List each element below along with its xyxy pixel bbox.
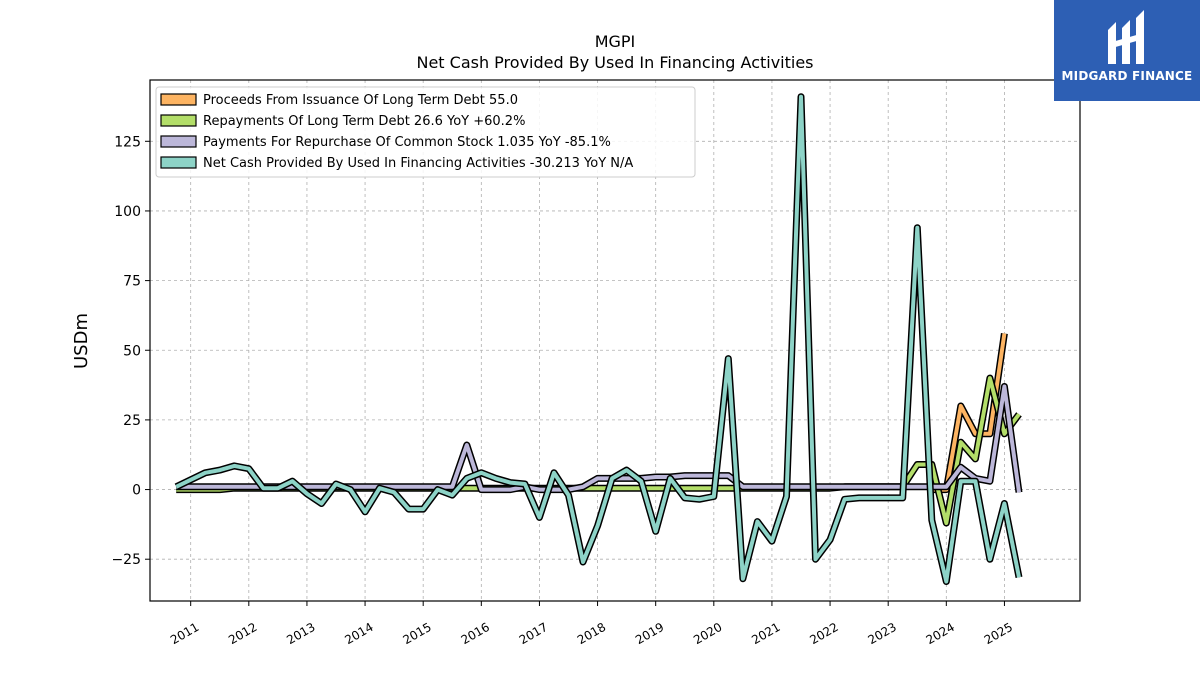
series-line	[176, 384, 1021, 493]
x-tick-label: 2025	[982, 620, 1015, 647]
y-tick-label: 100	[114, 204, 141, 220]
x-tick-label: 2023	[865, 620, 898, 647]
x-tick-label: 2011	[168, 620, 201, 647]
x-tick-label: 2013	[284, 620, 317, 647]
chart-title: MGPI	[595, 32, 636, 51]
brand-name: MIDGARD FINANCE	[1061, 69, 1193, 83]
legend-entry-label: Proceeds From Issuance Of Long Term Debt…	[203, 93, 518, 108]
y-axis: −25 0 25 50 75 100 125	[111, 134, 150, 568]
y-axis-label: USDm	[71, 313, 92, 369]
y-tick-label: 0	[132, 483, 141, 499]
x-tick-label: 2024	[924, 620, 957, 647]
y-tick-label: 25	[123, 413, 141, 429]
brand-mark-icon	[1108, 10, 1144, 64]
brand-logo: MIDGARD FINANCE	[1054, 0, 1200, 101]
legend-entry-label: Payments For Repurchase Of Common Stock …	[203, 135, 611, 150]
y-tick-label: 125	[114, 134, 141, 150]
x-tick-label: 2020	[691, 620, 724, 647]
y-tick-label: −25	[111, 552, 141, 568]
series-layer	[174, 93, 1023, 585]
x-tick-label: 2022	[807, 620, 840, 647]
x-tick-label: 2019	[633, 620, 666, 647]
x-tick-label: 2018	[575, 620, 608, 647]
plot-frame	[149, 79, 1081, 602]
x-tick-label: 2014	[342, 620, 375, 647]
legend-swatch	[160, 156, 197, 169]
x-tick-label: 2015	[400, 620, 433, 647]
legend-swatch	[160, 93, 197, 106]
x-tick-label: 2016	[459, 620, 492, 647]
x-tick-label: 2017	[517, 620, 550, 647]
x-axis: 2011 2012 2013 2014 2015 2016 2017 2018 2019 2020…	[168, 601, 1015, 647]
chart-subtitle: Net Cash Provided By Used In Financing A…	[416, 53, 813, 72]
legend-entry-label: Repayments Of Long Term Debt 26.6 YoY +6…	[203, 114, 525, 129]
legend-swatch	[160, 114, 197, 127]
legend-swatch	[160, 135, 197, 148]
y-tick-label: 50	[123, 343, 141, 359]
series-line	[175, 94, 1021, 584]
legend-entry-label: Net Cash Provided By Used In Financing A…	[203, 156, 633, 171]
x-tick-label: 2012	[226, 620, 259, 647]
legend-box	[155, 86, 696, 178]
x-tick-label: 2021	[749, 620, 782, 647]
y-tick-label: 75	[123, 274, 141, 290]
legend: Proceeds From Issuance Of Long Term Debt…	[155, 86, 696, 178]
